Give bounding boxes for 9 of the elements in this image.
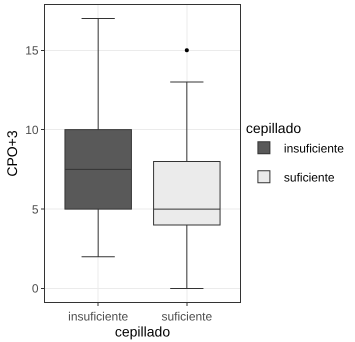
y-tick-label: 0 bbox=[32, 282, 39, 296]
y-tick-label: 5 bbox=[32, 202, 39, 216]
legend-label: suficiente bbox=[284, 170, 335, 184]
legend-label: insuficiente bbox=[284, 141, 344, 156]
y-tick-label: 15 bbox=[25, 43, 39, 58]
legend-title: cepillado bbox=[246, 120, 302, 136]
y-axis-title: CPO+3 bbox=[4, 130, 20, 177]
y-tick-label: 10 bbox=[25, 122, 39, 137]
x-axis-title: cepillado bbox=[114, 323, 170, 340]
